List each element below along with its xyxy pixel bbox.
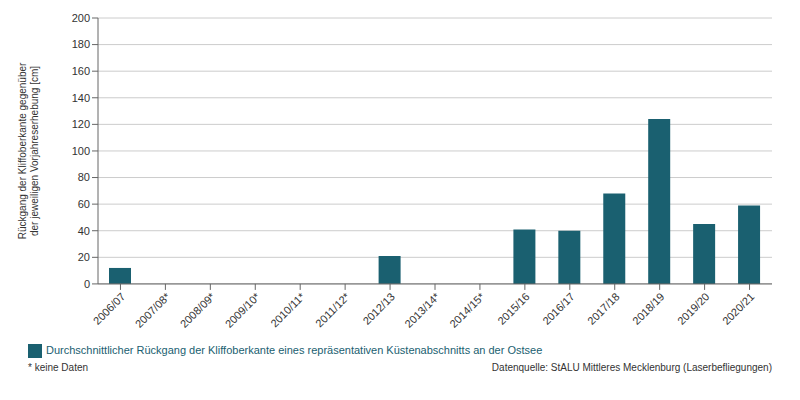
svg-text:120: 120	[72, 118, 90, 130]
svg-text:140: 140	[72, 92, 90, 104]
svg-text:2009/10*: 2009/10*	[223, 290, 263, 330]
svg-text:2019/20: 2019/20	[675, 290, 712, 327]
svg-text:80: 80	[78, 171, 90, 183]
svg-text:2017/18: 2017/18	[585, 290, 622, 327]
svg-text:2011/12*: 2011/12*	[313, 290, 353, 330]
svg-text:2012/13: 2012/13	[360, 290, 397, 327]
svg-text:160: 160	[72, 65, 90, 77]
svg-text:0: 0	[84, 278, 90, 290]
svg-text:60: 60	[78, 198, 90, 210]
svg-text:2014/15*: 2014/15*	[447, 290, 487, 330]
svg-text:100: 100	[72, 145, 90, 157]
svg-text:40: 40	[78, 225, 90, 237]
svg-text:2006/07: 2006/07	[91, 290, 128, 327]
svg-text:2007/08*: 2007/08*	[133, 290, 173, 330]
svg-text:2018/19: 2018/19	[630, 290, 667, 327]
svg-text:180: 180	[72, 38, 90, 50]
svg-text:2010/11*: 2010/11*	[268, 290, 308, 330]
svg-text:200: 200	[72, 12, 90, 24]
svg-text:20: 20	[78, 251, 90, 263]
svg-text:2013/14*: 2013/14*	[402, 290, 442, 330]
html-text:* keine Daten: * keine Daten	[28, 362, 88, 373]
svg-text:Rückgang der Kliffoberkante ge: Rückgang der Kliffoberkante gegenüberder…	[17, 62, 40, 239]
svg-text:2020/21: 2020/21	[720, 290, 757, 327]
html-text:Durchschnittlicher Rückgang de: Durchschnittlicher Rückgang der Kliffobe…	[46, 343, 543, 356]
svg-text:2016/17: 2016/17	[540, 290, 577, 327]
svg-text:2015/16: 2015/16	[495, 290, 532, 327]
html-text:Datenquelle: StALU Mittleres M: Datenquelle: StALU Mittleres Mecklenburg…	[491, 362, 772, 373]
svg-text:2008/09*: 2008/09*	[178, 290, 218, 330]
